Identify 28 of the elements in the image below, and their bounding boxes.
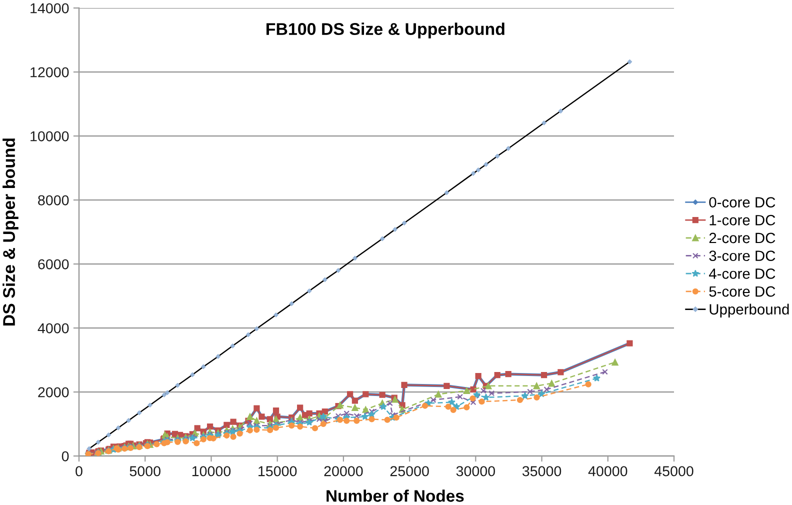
- y-tick-label: 10000: [30, 131, 69, 142]
- x-tick-label: 15000: [258, 466, 297, 476]
- y-axis-title: DS Size & Upper bound: [2, 138, 18, 326]
- x-tick-label: 20000: [324, 466, 363, 476]
- y-tick-label: 8000: [38, 195, 69, 206]
- y-tick-label: 6000: [38, 259, 69, 270]
- x-tick-label: 45000: [654, 466, 694, 476]
- x-tick-label: 30000: [456, 466, 495, 476]
- y-tick-label: 14000: [30, 3, 69, 14]
- x-tick-label: 35000: [522, 466, 562, 476]
- x-axis-title: Number of Nodes: [326, 490, 464, 502]
- x-tick-label: 40000: [588, 466, 628, 476]
- legend-label: 2-core DC: [709, 232, 776, 244]
- x-tick-label: 10000: [192, 466, 231, 476]
- x-tick-label: 25000: [390, 466, 429, 476]
- legend-label: 5-core DC: [709, 286, 776, 297]
- legend-label: 0-core DC: [709, 197, 776, 208]
- text: FB100 DS Size & Upperbound: [266, 22, 504, 38]
- y-tick-label: 2000: [38, 387, 69, 398]
- y-tick-label: 4000: [38, 323, 69, 334]
- legend-label: 3-core DC: [709, 250, 776, 262]
- x-tick-label: 5000: [130, 466, 160, 476]
- legend-label: 4-core DC: [708, 268, 776, 279]
- x-tick-label: 0: [76, 466, 82, 476]
- legend-label: Upperbound: [710, 304, 789, 318]
- y-tick-label: 12000: [30, 67, 69, 78]
- legend-label: 1-core DC: [710, 214, 776, 226]
- y-tick-label: 0: [62, 451, 69, 462]
